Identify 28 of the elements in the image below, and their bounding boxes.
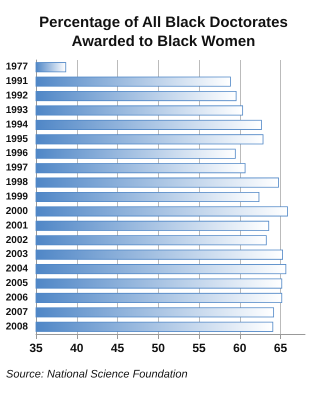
chart-title: Percentage of All Black Doctorates Awarded to Black Women (39, 14, 288, 50)
y-tick-label: 1999 (6, 192, 28, 202)
y-tick-label: 1992 (6, 90, 28, 102)
y-tick-label: 2004 (6, 264, 28, 275)
x-tick-label: 65 (274, 341, 288, 355)
x-tick-label: 55 (192, 341, 206, 355)
y-tick-label: 2006 (6, 292, 28, 304)
y-tick-label: 2001 (6, 220, 28, 232)
y-tick-label: 2007 (6, 306, 28, 318)
y-tick-label: 1997 (6, 162, 28, 174)
y-tick-label: 1993 (6, 104, 28, 116)
y-tick-label: 1977 (6, 62, 28, 73)
x-tick-label: 35 (29, 341, 43, 355)
x-tick-label: 60 (233, 341, 247, 355)
y-tick-label: 2005 (6, 278, 28, 290)
x-tick-label: 40 (70, 341, 84, 355)
y-tick-label: 1994 (6, 119, 28, 130)
y-tick-label: 1995 (6, 134, 28, 145)
source-note: Source: National Science Foundation (6, 368, 188, 380)
y-tick-label: 1991 (6, 76, 28, 88)
x-tick-label: 45 (110, 341, 125, 355)
x-tick-label: 50 (152, 341, 166, 355)
y-tick-label: 2000 (6, 206, 28, 217)
y-tick-label: 2003 (6, 249, 28, 260)
y-tick-label: 2008 (6, 321, 28, 332)
y-tick-label: 1996 (6, 148, 28, 160)
y-tick-label: 1998 (6, 177, 28, 188)
y-tick-label: 2002 (6, 234, 28, 246)
